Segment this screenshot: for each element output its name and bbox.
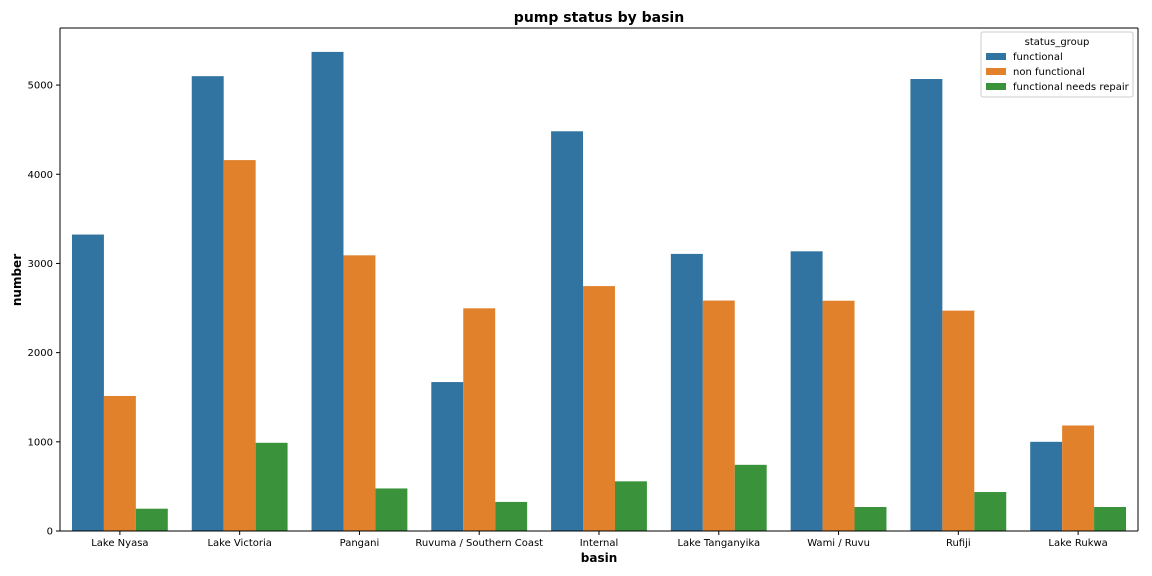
- legend-label-non-functional: non functional: [1013, 67, 1085, 78]
- bar-functional-2: [311, 51, 344, 531]
- bar-functional-0: [71, 234, 104, 531]
- bar-functional-needs-repair-4: [614, 481, 647, 531]
- bar-functional-7: [910, 79, 943, 531]
- legend-label-functional: functional: [1013, 52, 1063, 63]
- bar-functional-6: [790, 251, 823, 531]
- bar-non-functional-2: [343, 255, 376, 531]
- bar-functional-needs-repair-8: [1094, 507, 1127, 531]
- x-axis-label: basin: [581, 551, 618, 565]
- bar-non-functional-3: [463, 308, 496, 531]
- bar-non-functional-0: [103, 395, 136, 531]
- bar-functional-needs-repair-5: [734, 464, 767, 531]
- plot-area: [59, 27, 1139, 532]
- x-tick-label: Rufiji: [946, 538, 971, 549]
- bar-functional-needs-repair-6: [854, 507, 887, 531]
- y-tick-label: 1000: [28, 437, 53, 448]
- bar-functional-8: [1030, 441, 1063, 531]
- legend-swatch-non-functional: [986, 68, 1006, 75]
- y-tick-label: 0: [47, 527, 53, 538]
- y-tick-label: 2000: [28, 348, 53, 359]
- bar-non-functional-7: [942, 310, 975, 531]
- bar-non-functional-1: [223, 160, 256, 531]
- y-tick-label: 3000: [28, 259, 53, 270]
- x-tick-label: Internal: [580, 538, 619, 549]
- x-tick-label: Lake Rukwa: [1048, 538, 1107, 549]
- bar-functional-needs-repair-3: [495, 501, 528, 531]
- bar-functional-3: [431, 382, 464, 531]
- x-tick-label: Lake Tanganyika: [677, 538, 760, 549]
- chart-title: pump status by basin: [514, 10, 684, 26]
- legend-title: status_group: [1025, 37, 1090, 48]
- y-axis: 0 1000 2000 3000 4000 5000: [28, 81, 60, 538]
- y-tick-label: 4000: [28, 170, 53, 181]
- y-axis-label: number: [10, 254, 24, 306]
- bar-non-functional-5: [702, 300, 735, 531]
- x-tick-label: Lake Victoria: [207, 538, 271, 549]
- legend-box: [980, 31, 1134, 98]
- bar-functional-needs-repair-2: [375, 488, 408, 531]
- legend-label-functional-needs-repair: functional needs repair: [1013, 82, 1130, 93]
- bar-functional-4: [551, 131, 584, 532]
- legend: status_group functional non functional fun…: [980, 31, 1134, 98]
- bar-non-functional-6: [822, 300, 855, 531]
- x-tick-label: Lake Nyasa: [91, 538, 148, 549]
- bar-functional-needs-repair-7: [974, 492, 1007, 531]
- x-tick-label: Ruvuma / Southern Coast: [415, 538, 543, 549]
- legend-swatch-functional: [986, 53, 1006, 60]
- bar-non-functional-4: [583, 286, 615, 531]
- y-tick-label: 5000: [28, 81, 53, 92]
- legend-swatch-functional-needs-repair: [986, 83, 1006, 90]
- bar-functional-needs-repair-0: [135, 508, 168, 531]
- bar-functional-5: [670, 253, 703, 531]
- bar-non-functional-8: [1062, 425, 1095, 531]
- x-tick-label: Wami / Ruvu: [807, 538, 870, 549]
- bar-functional-1: [191, 76, 224, 531]
- bar-functional-needs-repair-1: [255, 442, 288, 531]
- x-axis: Lake Nyasa Lake Victoria Pangani Ruvuma / S…: [91, 531, 1108, 549]
- x-tick-label: Pangani: [340, 538, 380, 549]
